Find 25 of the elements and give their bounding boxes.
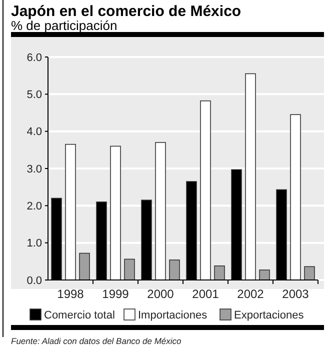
bar [304,266,315,280]
x-tick-label: 2001 [192,287,220,301]
bar [79,252,90,280]
chart-title: Japón en el comercio de México [11,3,242,20]
x-tick-label: 2003 [282,287,310,301]
y-tick-label: 4.0 [26,126,42,138]
bar [214,265,225,280]
x-tick-label: 1999 [102,287,130,301]
y-tick-label: 3.0 [26,163,42,176]
y-tick-label: 2.0 [26,200,42,213]
bar [259,270,270,280]
legend-label: Comercio total [44,310,115,322]
legend-label: Importaciones [138,310,208,322]
x-tick-label: 2002 [237,287,264,301]
y-tick-label: 6.0 [26,52,42,64]
bar [169,260,180,280]
chart-subtitle: % de participación [11,18,118,33]
y-tick-label: 5.0 [26,89,42,102]
y-tick-label: 1.0 [26,238,42,250]
x-tick-label: 2000 [147,287,174,301]
bar [124,258,135,280]
x-tick-label: 1998 [57,287,84,301]
y-tick-label: 0.0 [26,274,42,287]
legend-label: Exportaciones [234,310,304,322]
source-note: Fuente: Aladi con datos del Banco de México [11,336,182,346]
